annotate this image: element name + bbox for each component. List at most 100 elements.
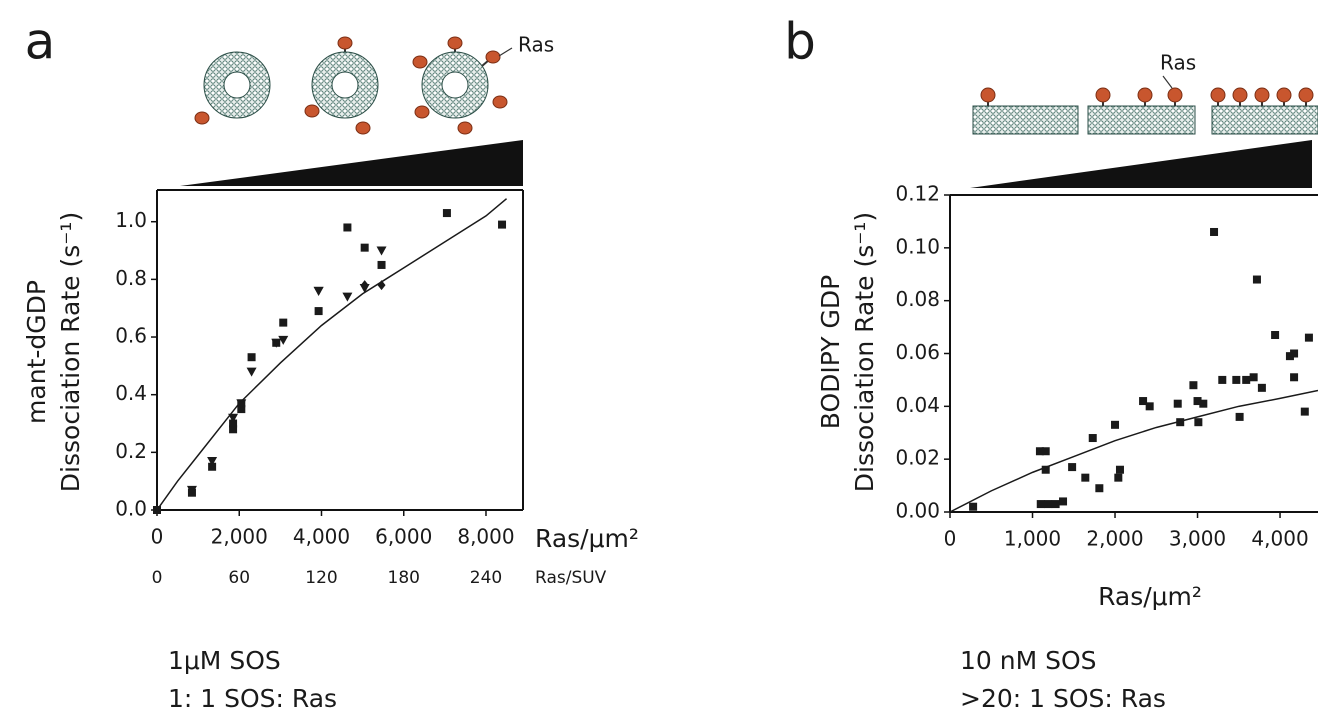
data-point — [1242, 375, 1251, 384]
x-tick-label: 8,000 — [457, 525, 514, 549]
x-tick-label: 4,000 — [1251, 527, 1308, 551]
y-tick-label: 0.08 — [895, 287, 940, 311]
data-point — [1290, 373, 1299, 382]
data-point — [314, 307, 323, 316]
data-point — [1210, 227, 1219, 236]
data-point — [1145, 402, 1154, 411]
data-point — [1235, 412, 1244, 421]
data-point — [1176, 418, 1185, 427]
data-point — [1081, 473, 1090, 482]
y-axis-label: BODIPY GDP — [816, 275, 845, 429]
data-point — [377, 260, 386, 269]
data-point — [313, 286, 324, 296]
y-tick-label: 0.4 — [115, 381, 147, 405]
condition-label: 10 nM SOS — [960, 646, 1097, 675]
data-point — [229, 425, 238, 434]
condition-label: 1μM SOS — [168, 646, 281, 675]
fit-curve — [156, 198, 508, 511]
data-point — [186, 485, 197, 495]
y-tick-label: 0.04 — [895, 393, 940, 417]
data-point — [1139, 397, 1148, 406]
x-tick-label: 4,000 — [293, 525, 350, 549]
data-point — [1218, 375, 1227, 384]
fit-curve — [949, 389, 1318, 513]
membrane-illustration — [970, 75, 1318, 188]
data-point — [1290, 349, 1299, 358]
x-tick-label: 2,000 — [1086, 527, 1143, 551]
y-tick-label: 0.0 — [115, 497, 147, 521]
data-point — [498, 220, 507, 229]
data-point — [271, 338, 282, 348]
data-point — [1189, 381, 1198, 390]
data-point — [1194, 418, 1203, 427]
data-point — [1199, 399, 1208, 408]
y-tick-label: 1.0 — [115, 208, 147, 232]
data-point — [360, 243, 369, 252]
data-point — [1114, 473, 1123, 482]
data-point — [1285, 352, 1294, 361]
data-point — [1041, 465, 1050, 474]
data-point — [1257, 383, 1266, 392]
y-axis-label: mant-dGDP — [22, 280, 51, 424]
y-tick-label: 0.2 — [115, 439, 147, 463]
data-point — [1252, 275, 1261, 284]
x-tick-label: 1,000 — [1004, 527, 1061, 551]
data-point — [237, 405, 246, 414]
data-point — [279, 318, 288, 327]
x-axis-label: Ras/μm² — [1098, 582, 1202, 611]
illustration-label: Ras — [518, 33, 554, 57]
vesicle-illustration — [180, 36, 523, 186]
data-point — [376, 246, 387, 256]
y-axis-label: Dissociation Rate (s⁻¹) — [850, 212, 879, 492]
data-point — [343, 223, 352, 232]
y-axis-label: Dissociation Rate (s⁻¹) — [56, 212, 85, 492]
data-point — [1036, 500, 1045, 509]
x2-tick-label: 240 — [470, 568, 502, 588]
data-point — [278, 335, 289, 345]
panel-label: b — [784, 13, 816, 71]
condition-label: >20: 1 SOS: Ras — [960, 684, 1166, 713]
y-tick-label: 0.10 — [895, 234, 940, 258]
data-point — [247, 353, 256, 362]
data-point — [229, 419, 238, 428]
data-point — [246, 367, 257, 377]
condition-label: 1: 1 SOS: Ras — [168, 684, 337, 713]
y-tick-label: 0.6 — [115, 324, 147, 348]
data-point — [1271, 331, 1280, 340]
x2-tick-label: 60 — [228, 568, 250, 588]
x-axis-label: Ras/μm² — [535, 524, 639, 553]
x-tick-label: 2,000 — [211, 525, 268, 549]
x-tick-label: 0 — [944, 527, 957, 551]
panel-label: a — [25, 13, 56, 71]
x2-tick-label: 0 — [152, 568, 163, 588]
data-point — [1300, 407, 1309, 416]
data-point — [1051, 500, 1060, 509]
data-point — [228, 413, 239, 423]
data-point — [1232, 375, 1241, 384]
x2-tick-label: 120 — [305, 568, 337, 588]
illustration-label: Ras — [1160, 51, 1196, 75]
data-point — [1041, 447, 1050, 456]
data-point — [236, 399, 247, 409]
data-point — [1059, 497, 1068, 506]
y-tick-label: 0.8 — [115, 266, 147, 290]
data-point — [1111, 420, 1120, 429]
data-point — [1193, 397, 1202, 406]
y-tick-label: 0.12 — [895, 182, 940, 206]
data-point — [1304, 333, 1313, 342]
x2-axis-label: Ras/SUV — [535, 568, 607, 588]
data-point — [1115, 465, 1124, 474]
data-point — [1068, 463, 1077, 472]
data-point — [1095, 484, 1104, 493]
data-point — [1088, 434, 1097, 443]
y-tick-label: 0.06 — [895, 340, 940, 364]
x2-tick-label: 180 — [388, 568, 420, 588]
y-tick-label: 0.00 — [895, 499, 940, 523]
y-tick-label: 0.02 — [895, 446, 940, 470]
data-point — [1044, 500, 1053, 509]
x-tick-label: 6,000 — [375, 525, 432, 549]
data-point — [1035, 447, 1044, 456]
data-point — [1249, 373, 1258, 382]
data-point — [360, 280, 369, 291]
